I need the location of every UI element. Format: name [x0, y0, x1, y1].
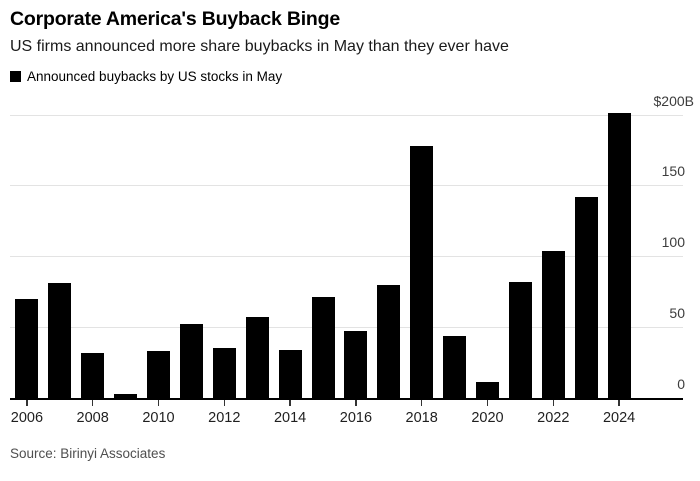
x-axis-label-2006: 2006	[10, 410, 44, 426]
source-text: Source: Birinyi Associates	[10, 446, 166, 461]
gridline-50	[10, 327, 683, 329]
bar-2014	[278, 349, 302, 398]
x-axis-tick-2010	[157, 400, 160, 406]
x-axis-label-2014: 2014	[273, 410, 307, 426]
x-axis-label-2020: 2020	[471, 410, 504, 426]
x-axis-label-2008: 2008	[76, 410, 109, 426]
x-axis-label-2010: 2010	[142, 410, 175, 426]
bar-2013	[245, 317, 269, 398]
legend-label: Announced buybacks by US stocks in May	[27, 69, 283, 84]
bar-2011	[179, 324, 203, 398]
y-axis-label-50: 50	[669, 305, 685, 322]
bar-2024	[607, 113, 631, 398]
y-axis-label-100: 100	[661, 234, 685, 251]
bar-2006	[15, 298, 39, 398]
x-axis-tick-2024	[618, 400, 620, 406]
y-axis-label-200: $200B	[653, 92, 694, 109]
bar-2019	[443, 335, 467, 398]
x-axis-label-2022: 2022	[537, 410, 570, 426]
legend-swatch-icon	[10, 71, 21, 82]
bar-2009	[114, 393, 138, 398]
page-subtitle: US firms announced more share buybacks i…	[10, 38, 509, 55]
bar-2018	[410, 145, 434, 398]
x-axis-tick-2014	[289, 400, 291, 406]
x-axis-label-2024: 2024	[602, 410, 636, 426]
x-axis-label-2012: 2012	[208, 410, 241, 426]
bar-2012	[212, 348, 236, 398]
page-title: Corporate America's Buyback Binge	[10, 8, 341, 30]
gridline-100	[10, 256, 683, 258]
x-axis-tick-2016	[355, 400, 357, 406]
bar-2020	[476, 382, 499, 398]
x-axis-tick-2022	[552, 400, 555, 406]
gridline-150	[10, 185, 683, 187]
bar-2015	[311, 297, 335, 398]
x-axis-tick-2008	[91, 400, 94, 406]
gridline-200	[10, 114, 683, 116]
bar-2010	[147, 351, 170, 398]
x-axis-label-2016: 2016	[339, 410, 373, 426]
bar-2007	[48, 283, 72, 398]
y-axis-label-0: 0	[677, 376, 685, 392]
legend: Announced buybacks by US stocks in May	[10, 69, 282, 84]
x-axis-tick-2006	[26, 400, 28, 406]
x-axis-label-2018: 2018	[405, 410, 438, 426]
bar-2021	[508, 281, 532, 398]
bar-2023	[574, 196, 598, 398]
x-axis-tick-2020	[486, 400, 489, 406]
y-axis-label-150: 150	[661, 163, 685, 180]
x-axis-tick-2018	[420, 400, 423, 406]
bar-2008	[81, 352, 105, 398]
bar-2022	[541, 250, 565, 398]
bar-2016	[344, 331, 368, 398]
x-axis-tick-2012	[223, 400, 226, 406]
x-axis-baseline	[10, 398, 683, 400]
bar-2017	[377, 284, 401, 398]
